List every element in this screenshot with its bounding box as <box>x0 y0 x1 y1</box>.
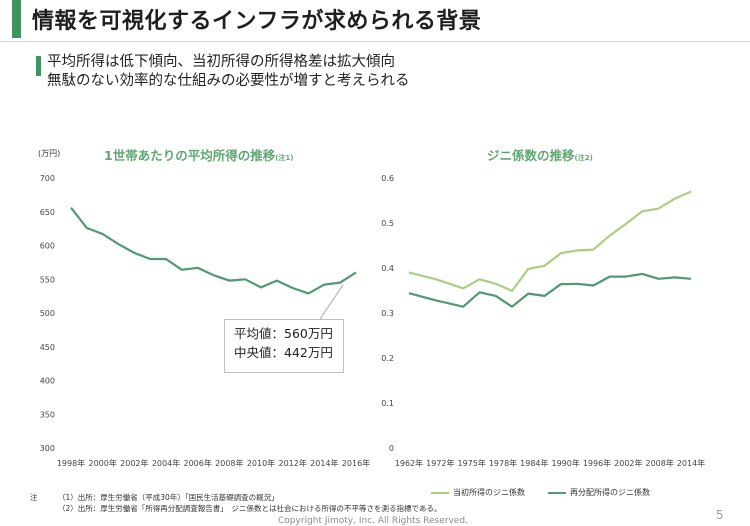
income-x-tick: 2002年 <box>120 458 148 468</box>
gini-x-tick: 1996年 <box>583 458 611 468</box>
income-x-tick: 2008年 <box>215 458 243 468</box>
gini-x-tick: 2002年 <box>614 458 642 468</box>
income-y-tick: 300 <box>40 444 55 453</box>
note-2-number: （2） <box>58 504 78 513</box>
legend-redistributed: 再分配所得のジニ係数 <box>548 487 650 498</box>
gini-x-tick: 1978年 <box>489 458 517 468</box>
gini-x-tick: 1984年 <box>520 458 548 468</box>
income-x-tick: 2004年 <box>152 458 180 468</box>
page-number: 5 <box>716 508 724 522</box>
lead-line-1: 平均所得は低下傾向、当初所得の所得格差は拡大傾向 <box>47 54 395 70</box>
gini-chart-title: ジニ係数の推移(注2) <box>487 145 593 164</box>
title-accent-bar <box>12 0 21 38</box>
page-title: 情報を可視化するインフラが求められる背景 <box>32 9 482 34</box>
income-y-unit: (万円) <box>38 149 60 158</box>
lead-line-2: 無駄のない効率的な仕組みの必要性が増すと考えられる <box>47 73 410 89</box>
legend-initial-swatch <box>431 491 449 494</box>
gini-y-tick: 0 <box>389 444 394 453</box>
gini-series-line-1 <box>408 190 692 292</box>
note-1-number: （1） <box>58 493 78 502</box>
callout-mean: 平均値：560万円 <box>234 326 333 341</box>
gini-y-tick: 0.6 <box>381 174 394 183</box>
gini-chart-title-note: (注2) <box>574 154 593 162</box>
gini-x-tick: 1975年 <box>457 458 485 468</box>
note-row-1: 注 （1）出所：厚生労働省（平成30年）「国民生活基礎調査の概況」 <box>30 492 441 503</box>
income-x-tick: 2014年 <box>310 458 338 468</box>
gini-chart-title-text: ジニ係数の推移 <box>487 148 575 163</box>
gini-series-line-2 <box>408 272 692 308</box>
income-y-tick: 500 <box>40 309 55 318</box>
income-y-tick: 700 <box>40 174 55 183</box>
income-y-tick: 450 <box>40 343 55 352</box>
gini-x-tick: 1972年 <box>426 458 454 468</box>
gini-x-tick: 1962年 <box>395 458 423 468</box>
income-y-tick: 350 <box>40 410 55 419</box>
income-x-tick: 2000年 <box>88 458 116 468</box>
legend-initial: 当初所得のジニ係数 <box>431 487 525 498</box>
gini-x-tick: 2008年 <box>645 458 673 468</box>
income-chart-title: 1世帯あたりの平均所得の推移(注1) <box>104 145 293 164</box>
source-notes: 注 （1）出所：厚生労働省（平成30年）「国民生活基礎調査の概況」 （2）出所：厚… <box>30 492 441 514</box>
note-1-text: 出所：厚生労働省（平成30年）「国民生活基礎調査の概況」 <box>77 493 279 502</box>
gini-y-tick: 0.4 <box>381 264 394 273</box>
gini-y-tick: 0.1 <box>381 399 394 408</box>
gini-x-tick: 1990年 <box>551 458 579 468</box>
legend-initial-label: 当初所得のジニ係数 <box>453 488 525 497</box>
legend-redistributed-label: 再分配所得のジニ係数 <box>570 488 650 497</box>
income-y-tick: 650 <box>40 208 55 217</box>
income-x-tick: 2012年 <box>278 458 306 468</box>
note-prefix: 注 <box>30 493 38 502</box>
income-series-line-1 <box>70 207 357 295</box>
gini-y-tick: 0.5 <box>381 219 394 228</box>
callout-median: 中央値：442万円 <box>234 345 333 360</box>
lead-accent-bar <box>36 56 41 76</box>
gini-y-tick: 0.3 <box>381 309 394 318</box>
gini-x-tick: 2014年 <box>677 458 705 468</box>
income-y-tick: 550 <box>40 275 55 284</box>
income-x-tick: 2006年 <box>183 458 211 468</box>
income-y-tick: 400 <box>40 377 55 386</box>
lead-text: 平均所得は低下傾向、当初所得の所得格差は拡大傾向 無駄のない効率的な仕組みの必要… <box>47 53 410 91</box>
income-x-tick: 2010年 <box>247 458 275 468</box>
gini-y-tick: 0.2 <box>381 354 394 363</box>
income-chart-title-text: 1世帯あたりの平均所得の推移 <box>104 148 276 163</box>
callout-leader-line <box>319 284 344 320</box>
note-row-2: （2）出所：厚生労働省「所得再分配調査報告書」 ジニ係数とは社会における所得の不… <box>30 503 441 514</box>
title-divider <box>0 41 750 42</box>
legend-redistributed-swatch <box>548 491 566 494</box>
income-callout: 平均値：560万円 中央値：442万円 <box>224 319 344 373</box>
income-x-tick: 1998年 <box>57 458 85 468</box>
note-2-text: 出所：厚生労働省「所得再分配調査報告書」 ジニ係数とは社会における所得の不平等さ… <box>77 504 442 513</box>
income-y-tick: 600 <box>40 242 55 251</box>
income-chart-title-note: (注1) <box>275 154 294 162</box>
copyright: Copyright Jimoty, Inc. All Rights Reserv… <box>278 516 468 526</box>
income-x-tick: 2016年 <box>342 458 370 468</box>
